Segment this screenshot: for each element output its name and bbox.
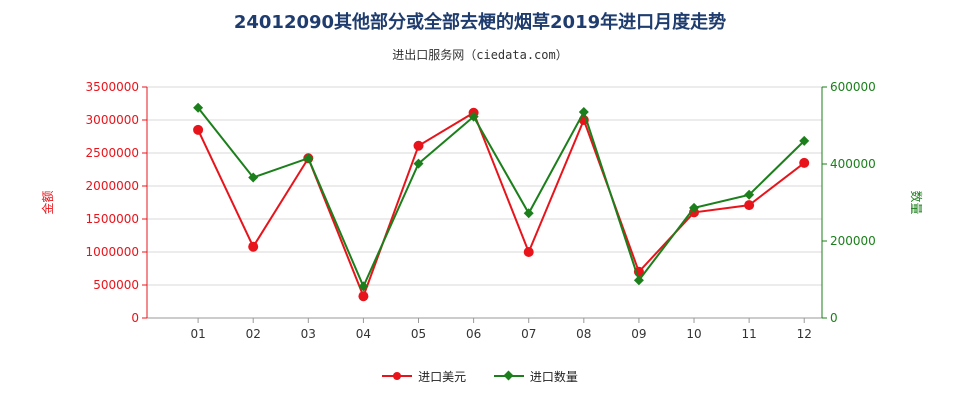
left-tick-label: 0 <box>131 311 139 325</box>
legend-item-usd[interactable]: 进口美元 <box>382 368 466 385</box>
chart-title: 24012090其他部分或全部去梗的烟草2019年进口月度走势 <box>233 12 727 33</box>
series-1-point <box>413 140 424 151</box>
x-tick-label: 10 <box>686 327 701 341</box>
x-tick-label: 08 <box>576 327 591 341</box>
legend-usd-marker <box>393 372 402 380</box>
legend-qty-marker <box>503 370 514 381</box>
series-2-point <box>303 153 314 164</box>
series-2-point <box>799 135 810 146</box>
x-tick-label: 02 <box>246 327 261 341</box>
x-tick-label: 03 <box>301 327 316 341</box>
series-1-point <box>248 241 259 252</box>
right-tick-label: 600000 <box>830 80 876 94</box>
series-2-point <box>358 281 369 292</box>
left-tick-label: 500000 <box>93 278 139 292</box>
x-tick-label: 04 <box>356 327 371 341</box>
chart-subtitle: 进出口服务网（ciedata.com） <box>392 48 568 62</box>
series-1-point <box>523 247 534 257</box>
legend: 进口美元 进口数量 <box>0 366 960 385</box>
legend-usd-label: 进口美元 <box>418 369 467 384</box>
left-tick-label: 2500000 <box>86 146 139 160</box>
left-tick-label: 2000000 <box>86 179 139 193</box>
series-2-point <box>468 111 479 122</box>
right-axis-title: 数量 <box>909 190 924 214</box>
series-2-point <box>633 275 644 286</box>
x-tick-label: 09 <box>631 327 646 341</box>
x-tick-label: 05 <box>411 327 426 341</box>
series-2-point <box>413 158 424 169</box>
legend-qty-line <box>493 370 524 381</box>
left-axis-title: 金额 <box>40 190 55 214</box>
series-2-point <box>689 202 700 213</box>
series-2-point <box>248 172 259 183</box>
right-tick-label: 0 <box>830 311 838 325</box>
right-tick-label: 400000 <box>830 157 876 171</box>
series-1-point <box>358 291 369 302</box>
legend-item-qty[interactable]: 进口数量 <box>493 368 578 385</box>
series-line-1 <box>197 111 805 300</box>
right-tick-label: 200000 <box>830 234 876 248</box>
x-tick-label: 01 <box>190 327 205 341</box>
series-2-point <box>523 208 534 219</box>
x-tick-label: 11 <box>741 327 756 341</box>
legend-usd-line <box>382 372 413 380</box>
series-2-point <box>578 107 589 118</box>
left-tick-label: 1500000 <box>86 212 139 226</box>
series-2-point <box>744 189 755 200</box>
left-tick-label: 3000000 <box>86 113 139 127</box>
x-tick-label: 06 <box>466 327 481 341</box>
legend-qty-label: 进口数量 <box>529 369 578 384</box>
series-1-point <box>193 124 204 135</box>
series-2-point <box>193 102 204 113</box>
left-tick-label: 3500000 <box>86 80 139 94</box>
x-tick-label: 12 <box>797 327 812 341</box>
series-line-2 <box>197 107 805 289</box>
series-1-point <box>744 200 755 211</box>
left-tick-label: 1000000 <box>86 245 139 259</box>
series-1-point <box>799 157 810 168</box>
x-tick-label: 07 <box>521 327 536 341</box>
